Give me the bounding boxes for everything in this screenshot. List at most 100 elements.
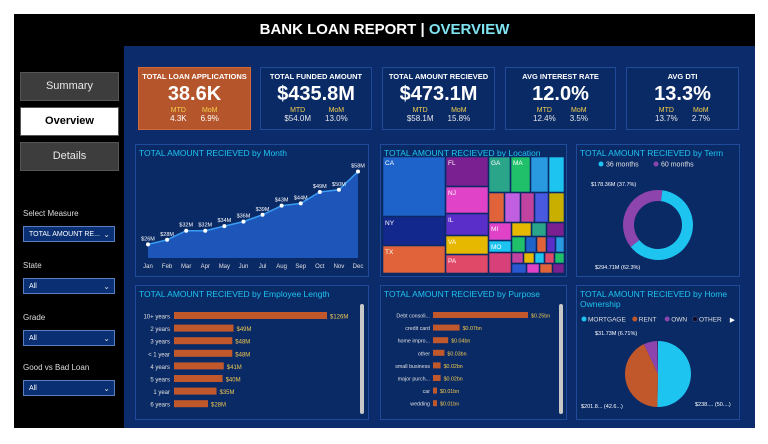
pie-slice	[630, 190, 693, 260]
month-data-label: $49M	[313, 184, 327, 190]
nav-summary-button[interactable]: Summary	[20, 72, 119, 101]
month-point	[165, 237, 170, 242]
legend-label: OTHER	[699, 317, 722, 324]
month-data-label: $28M	[160, 232, 174, 238]
bar-category-label: car	[423, 389, 431, 395]
kpi-total-funded-amount[interactable]: TOTAL FUNDED AMOUNT $435.8M MTD $54.0M MoM…	[260, 67, 372, 130]
bar-category-label: < 1 year	[148, 352, 170, 358]
dashboard-frame: BANK LOAN REPORT | OVERVIEW Summary Over…	[14, 14, 755, 428]
bar-category-label: 4 years	[150, 365, 170, 371]
grade-select[interactable]: All ⌄	[23, 330, 115, 346]
bar-data-label: $49M	[237, 327, 252, 333]
month-chart-panel[interactable]: TOTAL AMOUNT RECIEVED by Month $26M Jan $2…	[135, 144, 369, 277]
kpi-value: 12.0%	[532, 83, 589, 105]
kpi-title: AVG DTI	[667, 72, 698, 81]
pie-data-label: $294.71M (62.3%)	[595, 265, 640, 271]
kpi-mtd-value: $58.1M	[406, 114, 434, 123]
measure-select[interactable]: TOTAL AMOUNT RE... ⌄	[23, 226, 115, 242]
kpi-mom-value: 3.5%	[569, 114, 588, 123]
kpi-total-loan-applications[interactable]: TOTAL LOAN APPLICATIONS 38.6K MTD 4.3K MoM…	[138, 67, 251, 130]
purpose-bar-chart: Debt consoli... $0.25bn credit card $0.07bn…	[395, 304, 563, 414]
month-data-label: $32M	[179, 223, 193, 229]
month-tick-label: Feb	[162, 264, 173, 270]
legend-swatch	[632, 316, 638, 322]
nav-overview-button[interactable]: Overview	[20, 107, 119, 136]
treemap-label: VA	[448, 239, 457, 246]
treemap-label: IL	[448, 217, 454, 224]
term-chart-panel[interactable]: TOTAL AMOUNT RECIEVED by Term 36 months 6…	[576, 144, 740, 277]
month-point	[241, 219, 246, 224]
legend-swatch	[664, 316, 670, 322]
location-treemap: CA NY TX FL NJ IL VA PA GA MA MI MO	[382, 156, 565, 274]
purpose-chart-title: TOTAL AMOUNT RECIEVED by Purpose	[384, 289, 541, 299]
kpi-title: TOTAL LOAN APPLICATIONS	[142, 72, 247, 81]
bar	[174, 337, 233, 345]
location-chart-panel[interactable]: TOTAL AMOUNT RECIEVED by Location CA NY TX…	[380, 144, 567, 277]
month-data-label: $43M	[275, 198, 289, 204]
sidebar: Summary Overview Details Select Measure …	[14, 46, 124, 428]
home-chart-title: TOTAL AMOUNT RECIEVED by Home Ownership	[580, 289, 728, 309]
month-data-label: $32M	[198, 223, 212, 229]
chevron-down-icon: ⌄	[103, 282, 110, 291]
chevron-down-icon: ⌄	[103, 384, 110, 393]
grade-filter-label: Grade	[23, 313, 46, 322]
bar-data-label: $0.01bn	[440, 402, 459, 408]
bar-data-label: $48M	[235, 340, 250, 346]
bar-category-label: 10+ years	[143, 315, 170, 321]
month-area-chart: $26M Jan $28M Feb $32M Mar $32M Apr $34M May $36M J…	[141, 164, 365, 270]
purpose-chart-panel[interactable]: TOTAL AMOUNT RECIEVED by Purpose Debt co…	[380, 285, 567, 420]
kpi-mom-label: MoM	[201, 107, 218, 114]
kpi-avg-dti[interactable]: AVG DTI 13.3% MTD 13.7% MoM 2.7%	[626, 67, 739, 130]
month-point	[260, 212, 265, 217]
home-chart-panel[interactable]: TOTAL AMOUNT RECIEVED by Home Ownership …	[576, 285, 740, 420]
kpi-title: TOTAL FUNDED AMOUNT	[269, 72, 363, 81]
legend-label: 60 months	[661, 162, 694, 169]
treemap-label: GA	[491, 160, 501, 167]
treemap-cell	[546, 222, 565, 237]
treemap-cell	[526, 263, 540, 274]
bar-data-label: $0.01bn	[440, 389, 459, 395]
nav-details-button[interactable]: Details	[20, 142, 119, 171]
measure-filter-label: Select Measure	[23, 209, 79, 218]
treemap-cell	[552, 263, 565, 274]
bar	[433, 400, 437, 407]
kpi-value: 13.3%	[654, 83, 711, 105]
treemap-cell	[445, 213, 489, 236]
kpi-value: $473.1M	[399, 83, 478, 105]
pie-slice	[657, 341, 691, 407]
goodbad-select[interactable]: All ⌄	[23, 380, 115, 396]
kpi-value: 38.6K	[167, 83, 222, 105]
goodbad-filter-label: Good vs Bad Loan	[23, 363, 90, 372]
emp-chart-title: TOTAL AMOUNT RECIEVED by Employee Length	[139, 289, 330, 299]
treemap-cell	[445, 156, 489, 187]
bar	[433, 337, 449, 344]
kpi-total-amount-received[interactable]: TOTAL AMOUNT RECIEVED $473.1M MTD $58.1M M…	[382, 67, 495, 130]
state-filter-label: State	[23, 261, 42, 270]
treemap-label: NY	[385, 220, 395, 227]
treemap-cell	[544, 252, 555, 264]
report-title: BANK LOAN REPORT |	[259, 21, 429, 38]
state-select[interactable]: All ⌄	[23, 278, 115, 294]
treemap-cell	[548, 192, 565, 223]
month-area-fill	[148, 171, 358, 258]
pie-slice	[657, 341, 658, 374]
kpi-avg-interest-rate[interactable]: AVG INTEREST RATE 12.0% MTD 12.4% MoM 3.5%	[505, 67, 616, 130]
treemap-cell	[554, 252, 565, 264]
bar-data-label: $0.25bn	[531, 314, 550, 320]
bar	[433, 362, 441, 369]
pie-slice	[643, 341, 658, 374]
pie-data-label: $238.... (50....)	[695, 402, 731, 408]
kpi-mtd-value: 12.4%	[533, 114, 556, 123]
month-line	[147, 171, 359, 246]
month-point	[222, 224, 227, 229]
kpi-mtd-label: MTD	[170, 107, 186, 114]
emp-chart-panel[interactable]: TOTAL AMOUNT RECIEVED by Employee Length…	[135, 285, 369, 420]
report-title-accent: OVERVIEW	[428, 21, 510, 38]
treemap-cell	[488, 222, 512, 241]
treemap-label: CA	[385, 160, 395, 167]
term-donut-chart: 36 months 60 months $178.36M (37.7%) $294.7…	[591, 161, 694, 271]
bar-data-label: $40M	[226, 378, 241, 384]
bar-category-label: wedding	[410, 402, 430, 408]
treemap-cell	[530, 156, 549, 193]
month-chart-title: TOTAL AMOUNT RECIEVED by Month	[139, 148, 288, 158]
